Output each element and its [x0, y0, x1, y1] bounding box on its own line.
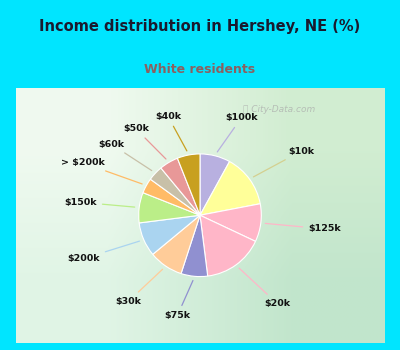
Wedge shape: [200, 204, 261, 242]
Wedge shape: [178, 154, 200, 215]
Wedge shape: [181, 215, 208, 276]
Text: $10k: $10k: [254, 147, 314, 177]
Text: Income distribution in Hershey, NE (%): Income distribution in Hershey, NE (%): [39, 19, 361, 34]
Wedge shape: [150, 168, 200, 215]
Wedge shape: [139, 193, 200, 223]
Wedge shape: [153, 215, 200, 274]
Text: $20k: $20k: [239, 268, 290, 308]
Text: $100k: $100k: [217, 113, 258, 152]
Text: $200k: $200k: [67, 241, 140, 263]
Wedge shape: [200, 215, 256, 276]
Text: $40k: $40k: [155, 112, 187, 151]
Text: White residents: White residents: [144, 63, 256, 76]
Text: $30k: $30k: [116, 269, 162, 306]
Text: $50k: $50k: [123, 124, 166, 159]
Wedge shape: [200, 154, 230, 215]
Text: $75k: $75k: [164, 281, 193, 320]
Wedge shape: [161, 158, 200, 215]
Wedge shape: [139, 215, 200, 254]
Wedge shape: [143, 179, 200, 215]
Text: $60k: $60k: [98, 140, 152, 170]
Text: $150k: $150k: [64, 198, 135, 207]
Wedge shape: [200, 161, 260, 215]
Text: ⓘ City-Data.com: ⓘ City-Data.com: [243, 105, 315, 114]
Text: $125k: $125k: [265, 223, 341, 233]
Text: > $200k: > $200k: [60, 158, 142, 184]
